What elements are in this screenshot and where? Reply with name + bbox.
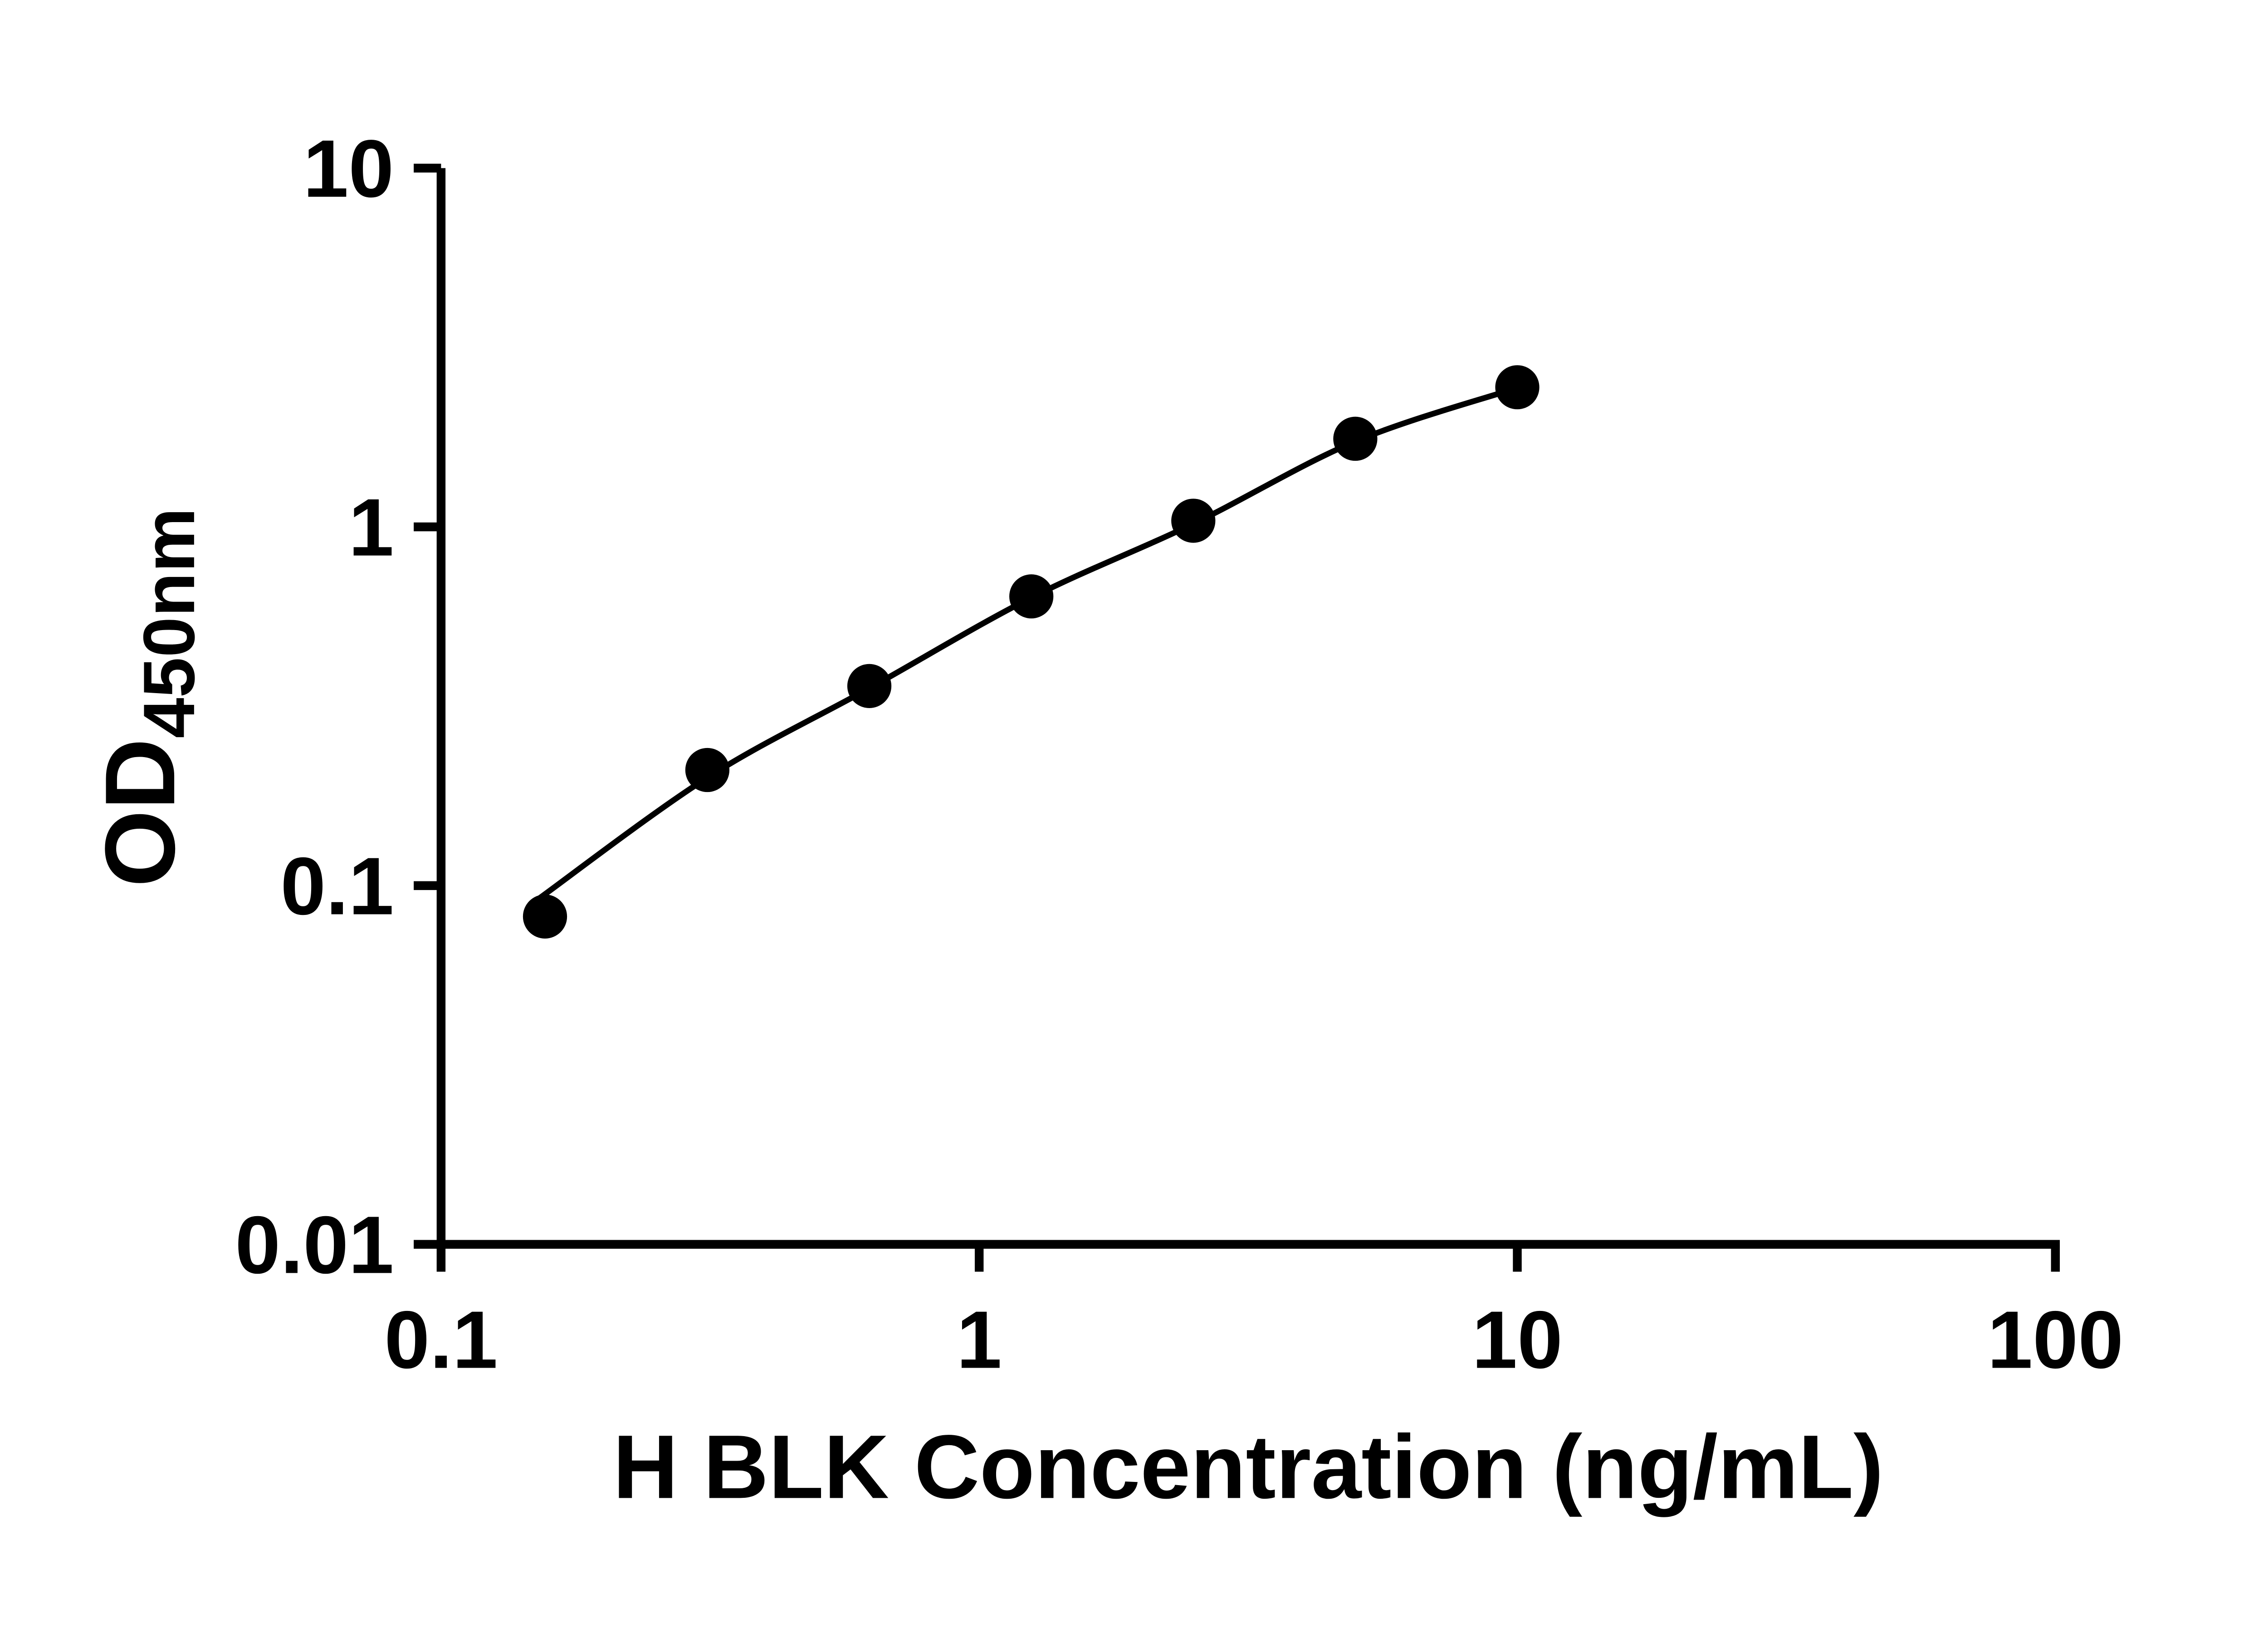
x-tick-label: 100 (1987, 1294, 2123, 1385)
data-point (847, 664, 892, 708)
data-point (1171, 499, 1216, 543)
axes-spine (436, 168, 2060, 1249)
data-point (1009, 574, 1054, 619)
y-axis-title: OD450nm (85, 508, 210, 887)
x-tick-label: 10 (1472, 1294, 1563, 1385)
fit-curve (537, 385, 1518, 901)
data-point (685, 748, 730, 792)
data-point (1495, 365, 1540, 410)
y-tick-label: 10 (303, 123, 394, 215)
svg-text:OD450nm: OD450nm (85, 508, 210, 887)
x-tick-label: 1 (957, 1294, 1002, 1385)
y-axis-title-main: OD (85, 738, 196, 887)
y-tick-label: 1 (348, 482, 394, 573)
data-point (1333, 416, 1378, 461)
y-tick-label: 0.1 (280, 841, 394, 932)
data-point (523, 894, 567, 939)
x-axis-title: H BLK Concentration (ng/mL) (613, 1417, 1883, 1517)
x-tick-label: 0.1 (384, 1294, 498, 1385)
y-axis-title-subscript: 450nm (128, 508, 210, 738)
y-tick-label: 0.01 (235, 1199, 394, 1291)
